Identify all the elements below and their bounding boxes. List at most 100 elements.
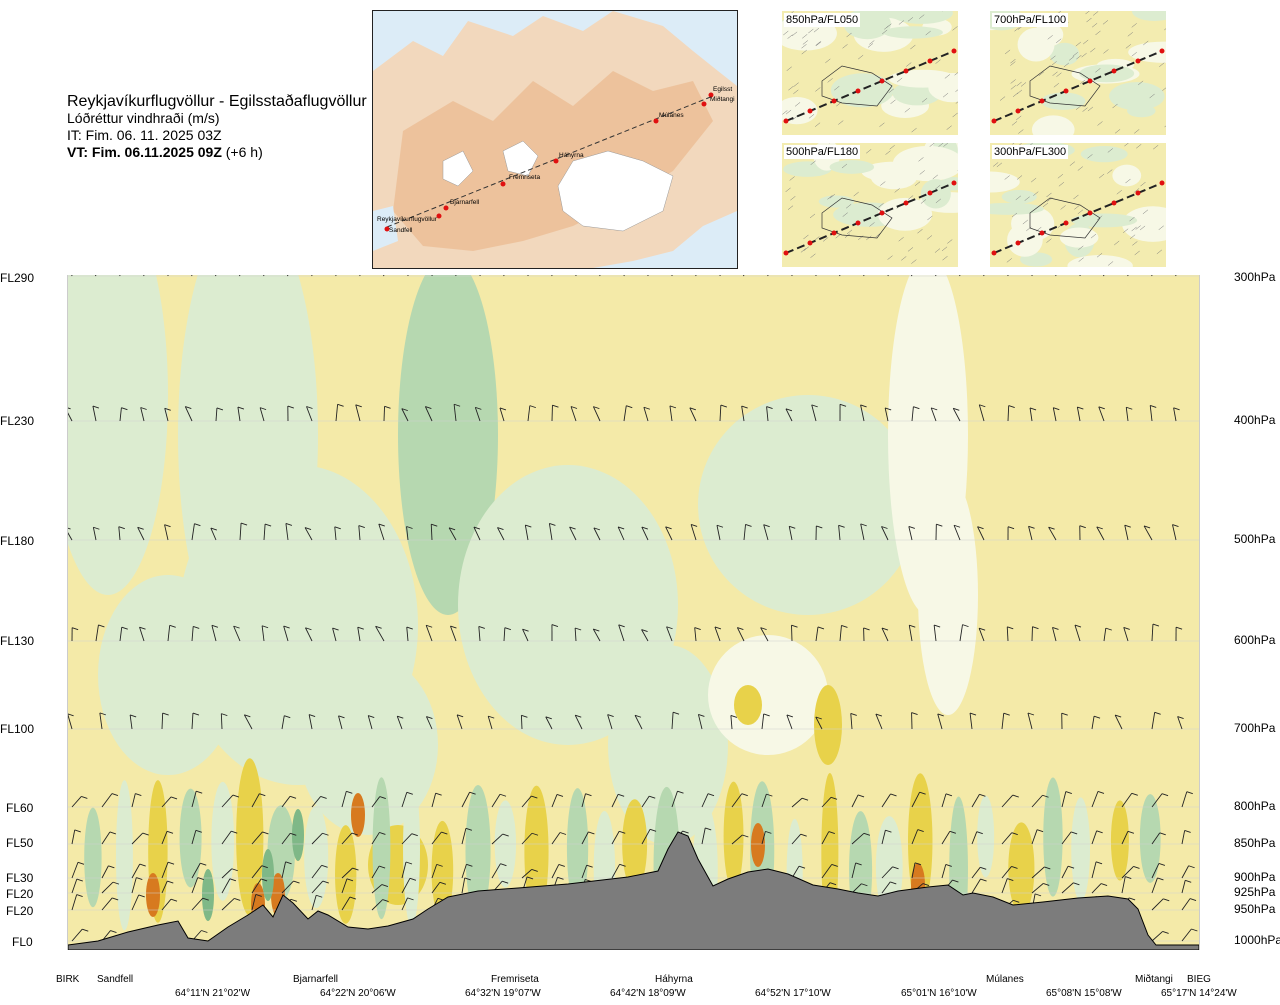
mini-field-region — [1128, 41, 1166, 63]
wind-barb — [1061, 865, 1069, 879]
wind-barb-feather — [349, 896, 357, 900]
wind-barb-feather — [425, 406, 432, 409]
fl-label: FL290 — [0, 271, 35, 285]
wind-barb — [478, 626, 481, 642]
wind-barb-feather — [643, 406, 651, 410]
fl-label: FL130 — [0, 634, 35, 648]
wind-barb-feather — [860, 404, 867, 408]
wind-barb — [71, 862, 79, 879]
wind-barb — [220, 713, 223, 730]
wind-barb — [425, 625, 433, 642]
mini-wind-barb — [841, 163, 848, 169]
wind-barb-feather — [136, 877, 143, 881]
mini-wind-barb — [857, 54, 864, 60]
mini-wind-barb — [901, 256, 907, 261]
waypoint-label: Sandfell — [97, 974, 134, 985]
wind-barb — [607, 714, 613, 730]
wind-barb — [959, 624, 963, 642]
map-label-hahyrna: Háhyrna — [559, 152, 584, 159]
mini-wind-barb — [1139, 225, 1146, 231]
wind-barb-feather — [798, 865, 806, 869]
mini-wind-barb — [842, 212, 848, 217]
mini-wind-barb — [1153, 145, 1159, 150]
wind-barb — [1151, 832, 1161, 845]
wind-barb — [569, 526, 577, 541]
mini-route-point — [783, 250, 789, 256]
mini-wind-barb — [1042, 202, 1049, 208]
mini-coastline — [821, 197, 893, 239]
wind-barb-feather — [436, 863, 443, 867]
wind-field-region — [98, 575, 238, 775]
mini-wind-barb — [802, 40, 809, 45]
wind-barb-feather — [1073, 882, 1080, 886]
mini-wind-barb — [1125, 44, 1132, 49]
wind-barb — [161, 831, 168, 845]
wind-barb-feather — [885, 829, 892, 833]
wind-barb — [137, 527, 145, 541]
title-block: Reykjavíkurflugvöllur - Egilsstaðaflugvö… — [67, 93, 367, 161]
wind-barb-feather — [453, 403, 461, 407]
pressure-label: 400hPa — [1234, 413, 1276, 427]
wind-barb — [930, 407, 937, 422]
wind-barb — [881, 830, 886, 845]
wind-barb — [593, 527, 601, 541]
mini-wind-barb — [914, 181, 921, 186]
mini-route-point — [831, 98, 837, 104]
wind-barb-feather — [914, 862, 922, 866]
wind-barb — [791, 797, 803, 808]
wind-barb-feather — [221, 713, 228, 717]
wind-barb — [911, 406, 914, 422]
wind-barb — [1001, 832, 1013, 845]
wind-barb-feather — [167, 861, 175, 865]
wind-barb — [911, 829, 919, 845]
mini-route-point — [903, 200, 909, 206]
mini-field-region — [829, 160, 875, 174]
wind-barb — [263, 524, 266, 541]
wind-barb-feather — [979, 404, 986, 408]
wind-barb-feather — [1096, 526, 1103, 530]
wind-barb — [371, 832, 380, 845]
wind-barb-feather — [76, 878, 83, 882]
wind-barb-feather — [121, 626, 128, 630]
wind-barb-feather — [1071, 831, 1078, 835]
wind-barb — [491, 833, 503, 845]
mini-wind-barb — [794, 102, 801, 107]
wind-barb-feather — [634, 714, 642, 718]
mini-wind-barb — [1077, 209, 1084, 215]
mini-route-point — [831, 230, 837, 236]
wind-barb-feather — [259, 793, 266, 797]
wind-barb — [611, 794, 619, 808]
wind-barb — [671, 790, 678, 808]
mini-wind-barb — [1114, 129, 1121, 134]
mini-wind-barb — [887, 255, 893, 260]
wind-barb — [251, 894, 257, 911]
wind-barb-feather — [210, 527, 217, 531]
wind-barb-feather — [164, 524, 171, 528]
wind-barb-feather — [473, 526, 481, 530]
wind-barb — [281, 796, 291, 808]
wind-barb-feather — [838, 524, 845, 528]
wind-barb — [401, 878, 411, 894]
mini-wind-barb — [1096, 253, 1103, 258]
mini-field-region — [1122, 206, 1166, 242]
wind-barb — [71, 796, 82, 808]
wind-barb — [456, 714, 463, 730]
mini-wind-barb — [1127, 32, 1133, 37]
wind-barb-feather — [475, 406, 482, 410]
mini-route-point — [1135, 58, 1141, 64]
wind-barb — [971, 867, 981, 879]
mini-map-300-label: 300hPa/FL300 — [992, 145, 1069, 159]
strong-updraft-core — [202, 869, 214, 921]
mini-wind-barb — [1016, 89, 1023, 95]
wind-barb-feather — [1052, 627, 1059, 630]
mini-wind-barb — [1095, 30, 1101, 36]
wind-field-region — [918, 475, 978, 715]
mini-field-region — [1109, 82, 1165, 111]
wind-barb — [499, 407, 505, 422]
wind-barb-feather — [911, 712, 918, 715]
wind-barb — [1001, 878, 1008, 894]
wind-barb — [574, 627, 577, 642]
mini-wind-barb — [1004, 175, 1010, 180]
mini-route-point — [855, 88, 861, 94]
wind-barb — [1149, 405, 1153, 422]
